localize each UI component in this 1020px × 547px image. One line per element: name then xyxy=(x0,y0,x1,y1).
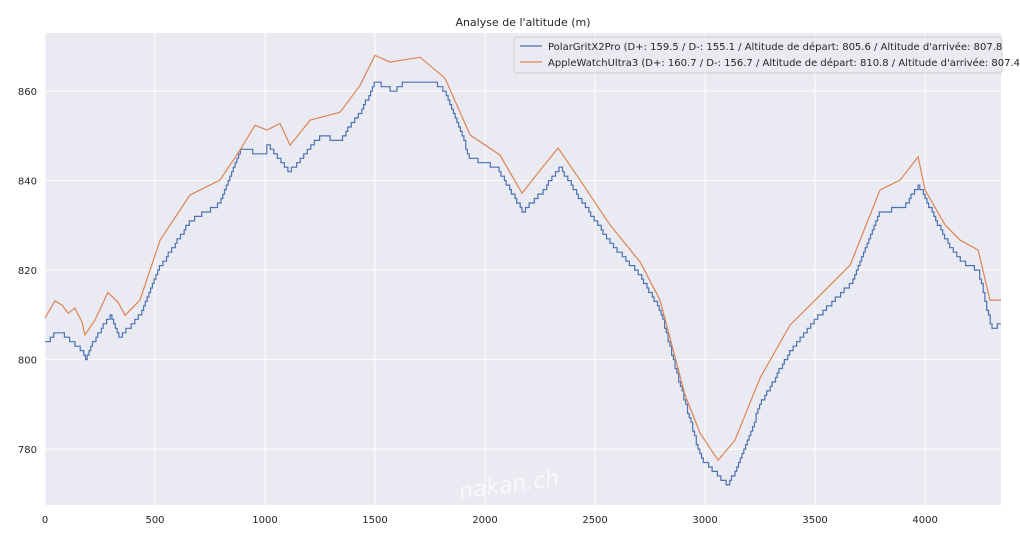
x-tick-label: 1500 xyxy=(362,515,387,526)
series-lines xyxy=(44,54,1001,486)
axis-ticks: 0 500 1000 1500 2000 2500 3000 3500 4000 780 800 82… xyxy=(18,87,938,526)
x-tick-label: 500 xyxy=(145,515,164,526)
plot-area xyxy=(45,33,1001,505)
x-tick-label: 3500 xyxy=(802,515,827,526)
x-tick-label: 1000 xyxy=(252,515,277,526)
y-tick-label: 840 xyxy=(18,177,37,188)
legend-box xyxy=(513,36,1003,74)
y-tick-label: 780 xyxy=(18,445,37,456)
x-tick-label: 3000 xyxy=(692,515,717,526)
x-tick-label: 2500 xyxy=(582,515,607,526)
y-tick-label: 820 xyxy=(18,266,37,277)
grid xyxy=(44,33,1001,505)
series-line-polar xyxy=(45,81,1001,486)
y-tick-label: 800 xyxy=(18,356,37,367)
x-tick-label: 4000 xyxy=(912,515,937,526)
series-line-apple xyxy=(44,54,1001,462)
x-tick-label: 2000 xyxy=(472,515,497,526)
chart-title: Analyse de l'altitude (m) xyxy=(455,16,590,29)
legend: PolarGritX2Pro (D+: 159.5 / D-: 155.1 / … xyxy=(513,36,1020,74)
y-tick-label: 860 xyxy=(18,87,37,98)
x-tick-label: 0 xyxy=(42,515,48,526)
legend-label-apple: AppleWatchUltra3 (D+: 160.7 / D-: 156.7 … xyxy=(548,57,1020,69)
legend-label-polar: PolarGritX2Pro (D+: 159.5 / D-: 155.1 / … xyxy=(548,41,1002,53)
